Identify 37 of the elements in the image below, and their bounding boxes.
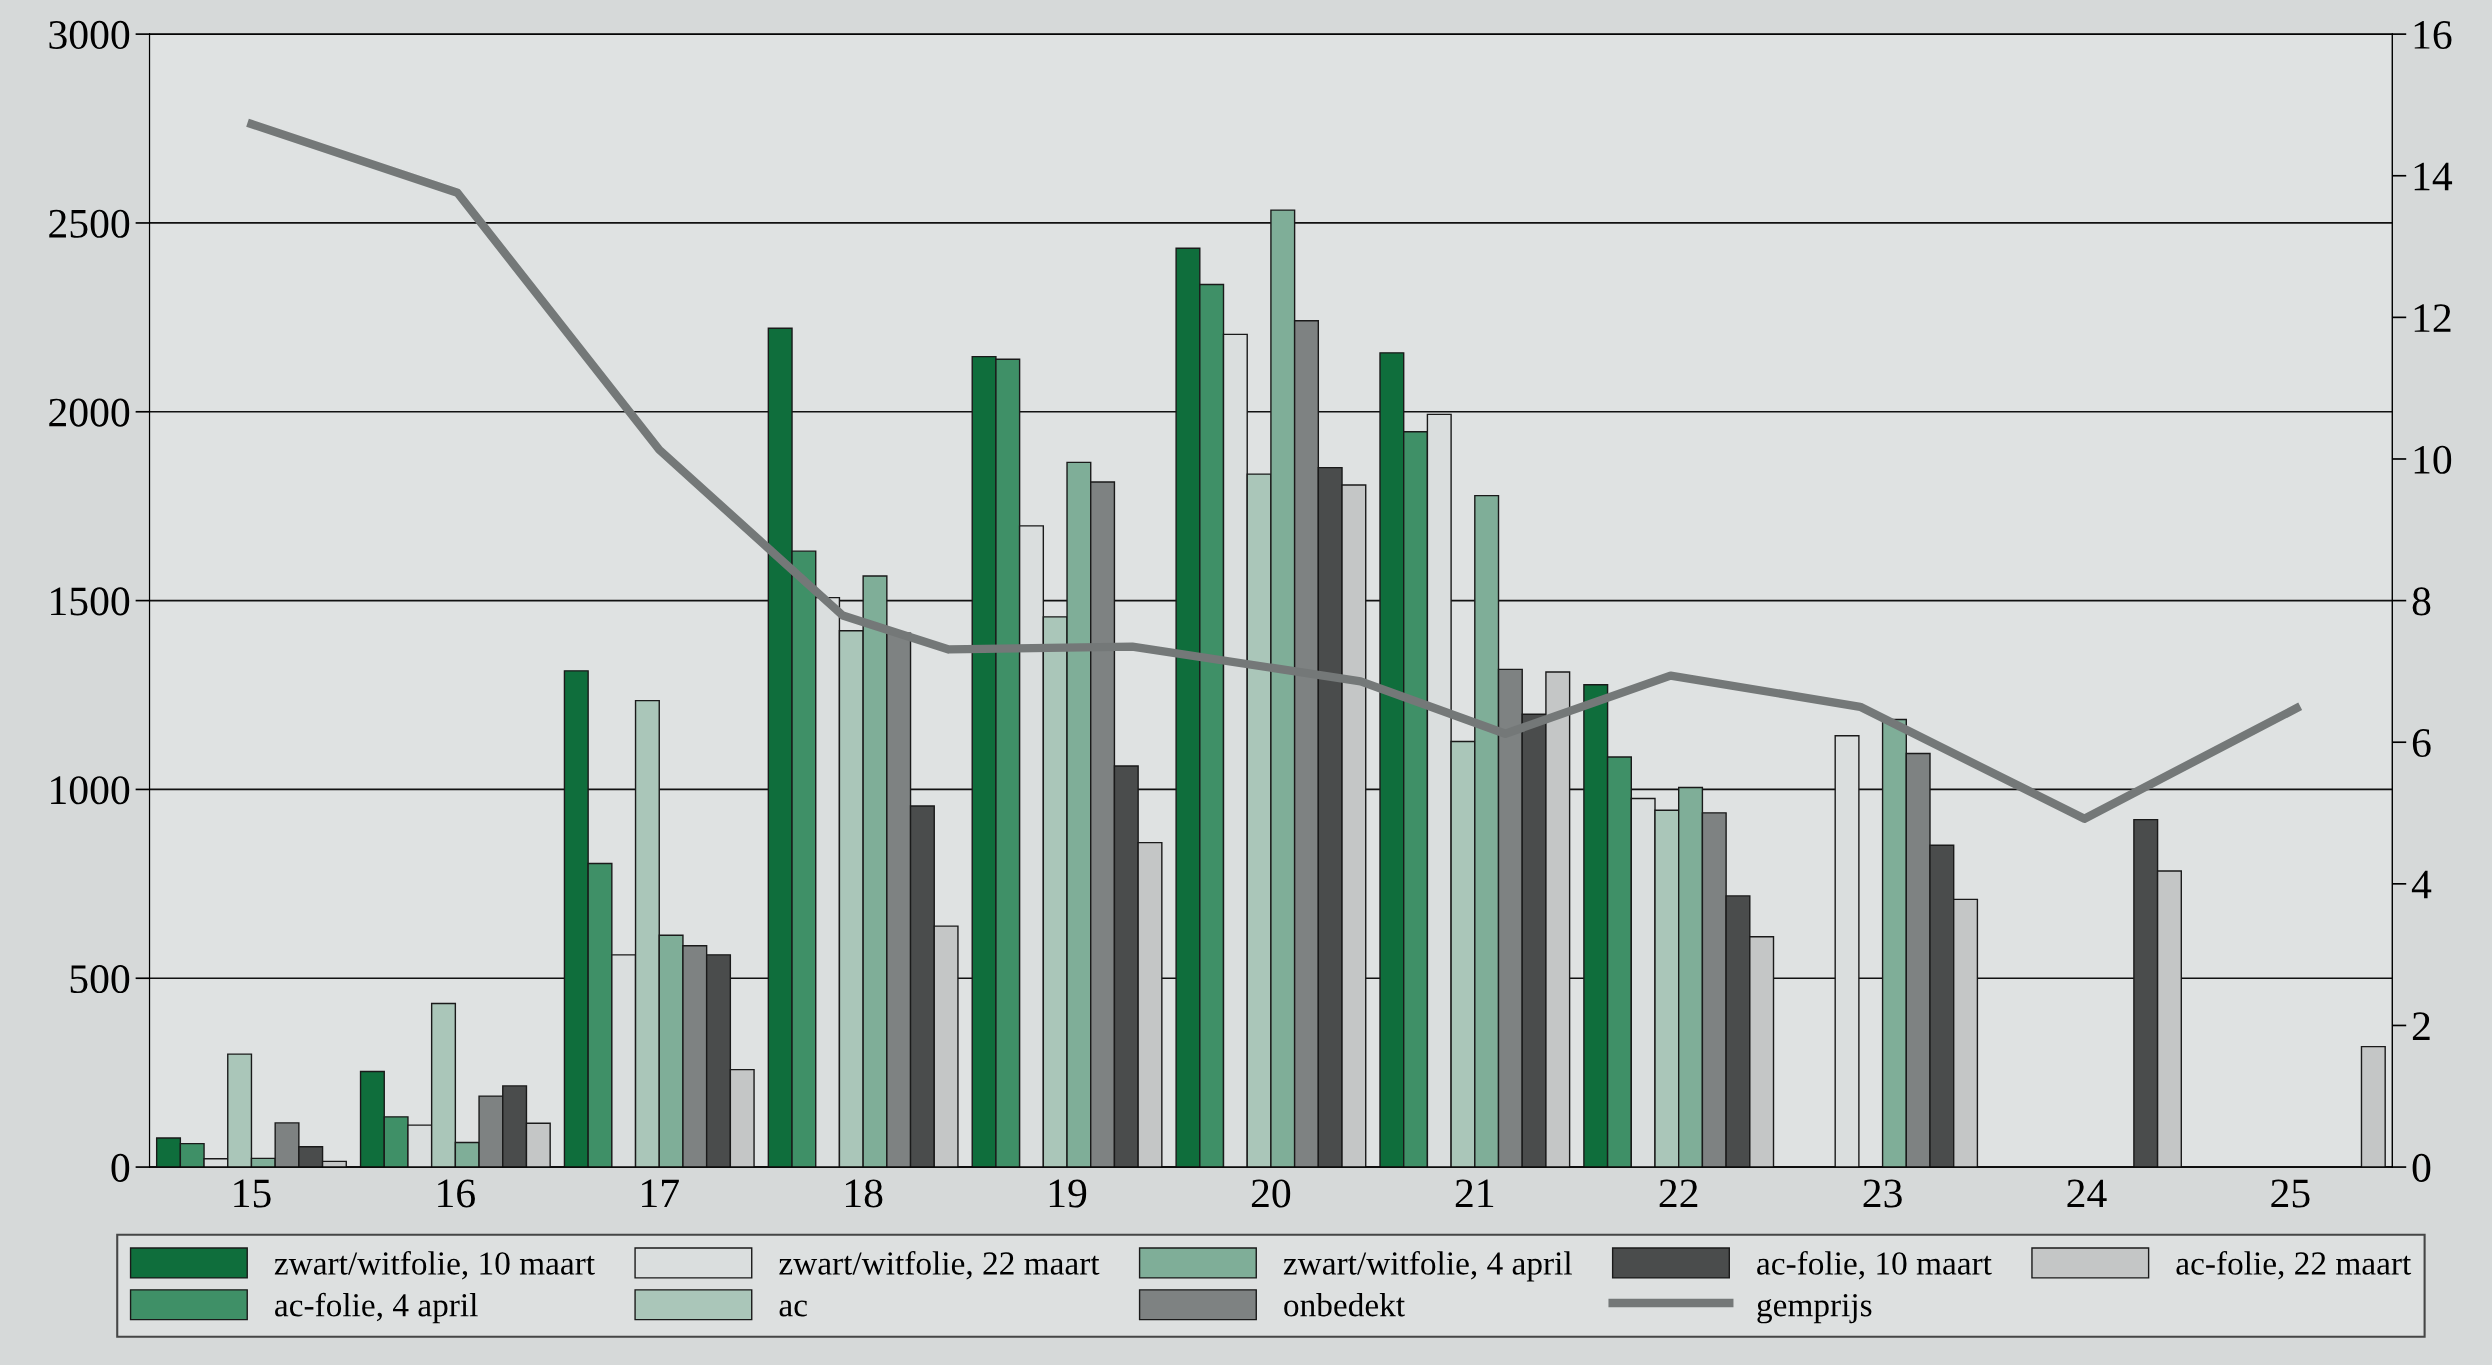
legend-label: ac-folie, 10 maart bbox=[1757, 1250, 1992, 1280]
y-tick-label: 500 bbox=[70, 965, 130, 994]
x-tick-label: 21 bbox=[1455, 1179, 1494, 1208]
legend-label: zwart/witfolie, 4 april bbox=[1283, 1250, 1572, 1282]
x-tick-label: 24 bbox=[2067, 1179, 2107, 1208]
x-tick-label: 15 bbox=[234, 1179, 271, 1208]
legend-label: zwart/witfolie, 10 maart bbox=[274, 1250, 595, 1280]
bar bbox=[2360, 1045, 2386, 1168]
y2-tick-label: 6 bbox=[2412, 729, 2431, 758]
y2-tick-label: 8 bbox=[2412, 587, 2431, 616]
legend-label: ac-folie, 4 april bbox=[275, 1292, 478, 1324]
y2-tick-label: 10 bbox=[2414, 445, 2452, 474]
x-tick-label: 19 bbox=[1049, 1179, 1087, 1208]
y2-tick-label: 16 bbox=[2414, 20, 2452, 49]
y2-tick-label: 0 bbox=[2412, 1153, 2431, 1182]
x-tick-label: 23 bbox=[1863, 1179, 1902, 1208]
legend-label: onbedekt bbox=[1284, 1293, 1405, 1317]
x-tick-label: 20 bbox=[1251, 1179, 1291, 1208]
y2-tick-label: 14 bbox=[2414, 162, 2453, 191]
y-tick-label: 0 bbox=[111, 1153, 130, 1182]
legend-label: zwart/witfolie, 22 maart bbox=[779, 1250, 1100, 1280]
y2-tick-label: 2 bbox=[2412, 1012, 2430, 1040]
y-tick-label: 1500 bbox=[51, 587, 130, 616]
legend-label: gemprijs bbox=[1757, 1294, 1872, 1324]
x-tick-label: 22 bbox=[1659, 1179, 1698, 1208]
x-tick-label: 25 bbox=[2271, 1179, 2310, 1208]
x-tick-label: 17 bbox=[642, 1179, 679, 1208]
y2-tick-label: 4 bbox=[2411, 870, 2432, 899]
legend-label: ac bbox=[779, 1300, 807, 1317]
y-tick-label: 2500 bbox=[49, 209, 130, 238]
x-tick-label: 18 bbox=[845, 1179, 883, 1208]
y2-tick-label: 12 bbox=[2414, 304, 2451, 332]
y-tick-label: 1000 bbox=[51, 776, 130, 805]
y-tick-label: 2000 bbox=[49, 398, 130, 427]
x-tick-label: 16 bbox=[438, 1179, 475, 1208]
y-tick-label: 3000 bbox=[49, 20, 130, 49]
legend-label: ac-folie, 22 maart bbox=[2176, 1250, 2412, 1280]
